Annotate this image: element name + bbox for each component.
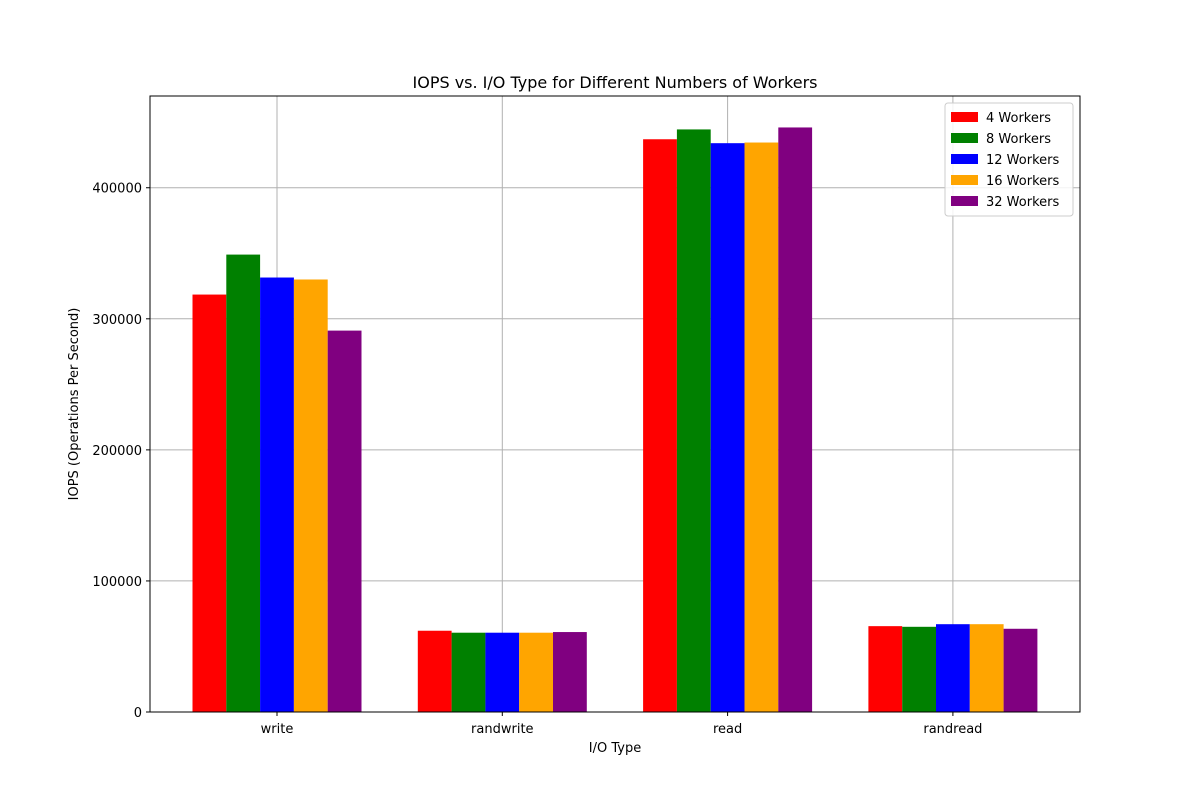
chart-title: IOPS vs. I/O Type for Different Numbers …: [413, 73, 818, 92]
bar-4-workers: [417, 630, 452, 712]
bar-16-workers: [519, 632, 553, 712]
legend-entry-label: 16 Workers: [986, 174, 1059, 189]
bar-32-workers: [553, 632, 587, 712]
legend-entry-label: 12 Workers: [986, 153, 1059, 168]
x-tick-label: randwrite: [471, 722, 534, 737]
x-axis: write randwrite read randread: [261, 712, 982, 737]
legend-swatch: [951, 112, 978, 122]
y-tick-label: 200000: [92, 444, 142, 459]
y-tick-label: 100000: [92, 575, 142, 590]
y-tick-label: 0: [134, 706, 142, 721]
y-tick-label: 400000: [92, 182, 142, 197]
y-axis-label: IOPS (Operations Per Second): [67, 308, 82, 501]
x-tick-label: read: [713, 722, 742, 737]
legend-swatch: [951, 133, 978, 143]
legend-box: [944, 102, 1074, 217]
bar-8-workers: [226, 254, 261, 713]
bar-16-workers: [969, 624, 1004, 712]
bar-32-workers: [778, 127, 813, 712]
legend-entry-label: 4 Workers: [986, 111, 1051, 126]
bar-12-workers: [710, 143, 745, 712]
bars: [192, 127, 1038, 713]
bar-4-workers: [643, 139, 677, 712]
bar-16-workers: [293, 279, 328, 712]
x-axis-label: I/O Type: [589, 741, 641, 756]
plot-frame: [149, 95, 1081, 713]
bar-8-workers: [451, 632, 486, 712]
legend-swatch: [951, 154, 978, 164]
legend: 4 Workers 8 Workers 12 Workers 16 Workers 32…: [944, 102, 1074, 217]
x-tick-label: randread: [923, 722, 982, 737]
bar-12-workers: [260, 277, 294, 712]
y-axis: 0 100000 200000 300000 400000: [92, 182, 150, 721]
legend-entry-label: 8 Workers: [986, 132, 1051, 147]
bar-4-workers: [868, 626, 903, 712]
x-tick-label: write: [261, 722, 294, 737]
bar-4-workers: [192, 294, 227, 712]
bar-12-workers: [485, 632, 520, 712]
legend-swatch: [951, 196, 978, 206]
bar-16-workers: [744, 142, 779, 713]
bar-32-workers: [327, 330, 362, 712]
y-tick-label: 300000: [92, 313, 142, 328]
bar-12-workers: [936, 624, 970, 712]
bar-8-workers: [676, 129, 711, 713]
bar-32-workers: [1003, 628, 1038, 712]
legend-entry-label: 32 Workers: [986, 195, 1059, 210]
bar-8-workers: [902, 626, 936, 712]
legend-swatch: [951, 175, 978, 185]
